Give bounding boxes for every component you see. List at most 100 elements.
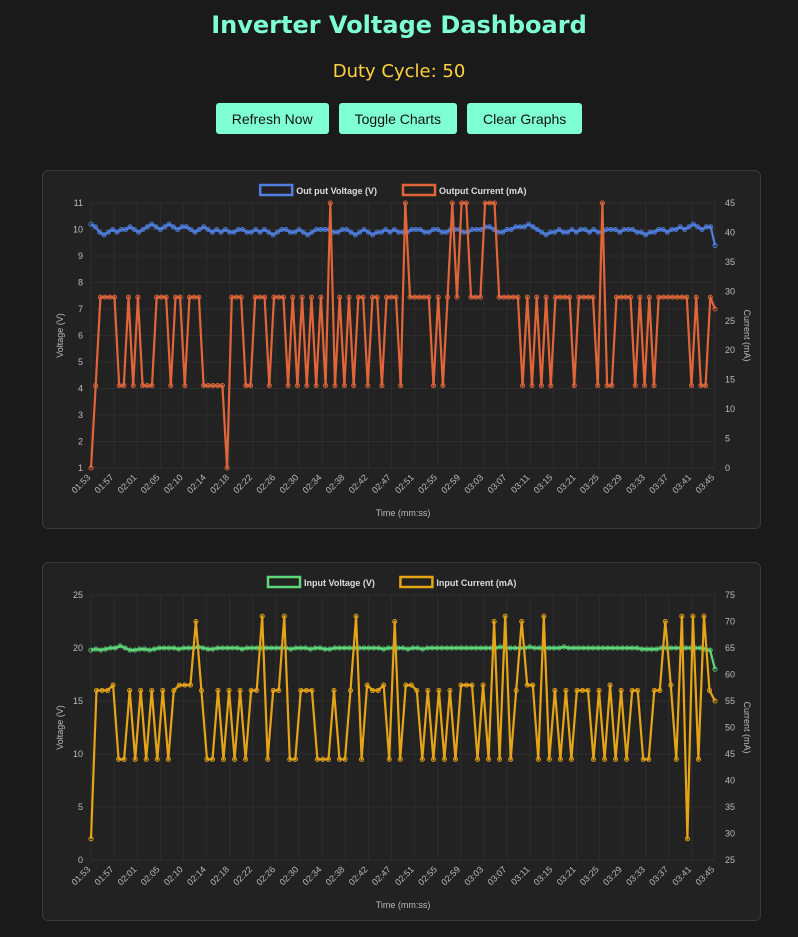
data-point — [156, 645, 162, 651]
data-point — [563, 687, 569, 693]
data-point — [380, 646, 387, 652]
data-point — [322, 646, 328, 652]
data-point — [318, 294, 324, 300]
data-point — [142, 646, 148, 652]
data-point — [149, 221, 155, 227]
data-point — [609, 383, 615, 389]
data-point — [400, 645, 406, 651]
data-point — [520, 383, 526, 389]
data-point — [556, 645, 562, 651]
x-tick-label: 02:26 — [254, 864, 277, 887]
data-point — [614, 645, 621, 651]
data-point — [177, 294, 183, 300]
data-point — [530, 682, 536, 688]
x-tick-label: 02:55 — [416, 864, 439, 887]
data-point — [215, 383, 221, 389]
x-tick-label: 02:01 — [116, 472, 139, 495]
data-point — [684, 294, 690, 300]
data-point — [224, 465, 230, 471]
data-point — [355, 294, 361, 300]
data-point — [524, 682, 530, 688]
data-point — [240, 226, 246, 233]
data-point — [478, 645, 484, 651]
data-point — [88, 836, 94, 842]
series-line — [90, 223, 717, 246]
data-point — [524, 294, 530, 300]
data-point — [365, 229, 371, 235]
data-point — [712, 666, 718, 672]
data-point — [317, 645, 323, 651]
data-point — [280, 294, 286, 300]
x-tick-label: 02:51 — [393, 864, 416, 887]
data-point — [281, 613, 287, 619]
data-point — [646, 294, 652, 300]
data-point — [632, 383, 638, 389]
data-point — [243, 756, 249, 762]
data-point — [112, 645, 118, 651]
data-point — [114, 229, 120, 235]
data-point — [646, 756, 652, 762]
x-tick-label: 03:07 — [485, 472, 508, 495]
x-tick-label: 03:33 — [624, 864, 647, 887]
data-point — [296, 226, 302, 233]
data-point — [136, 229, 142, 235]
data-point — [436, 687, 442, 693]
data-point — [233, 294, 239, 300]
data-point — [391, 226, 397, 233]
data-point — [477, 294, 483, 300]
data-point — [463, 200, 469, 206]
data-point — [200, 645, 206, 651]
data-point — [335, 229, 341, 235]
x-tick-label: 03:45 — [693, 864, 716, 887]
data-point — [673, 226, 679, 233]
data-point — [651, 229, 657, 235]
x-tick-label: 02:38 — [324, 472, 347, 495]
data-point — [568, 756, 574, 762]
data-point — [93, 687, 100, 693]
data-point — [417, 226, 423, 233]
data-point — [634, 645, 640, 651]
data-point — [132, 756, 138, 762]
data-point — [254, 687, 260, 693]
data-point — [153, 224, 159, 230]
y2-tick-label: 0 — [725, 463, 730, 473]
clear-graphs-button[interactable]: Clear Graphs — [467, 103, 583, 134]
data-point — [408, 682, 414, 688]
series-line — [89, 201, 717, 470]
duty-cycle-readout: Duty Cycle: 50 — [332, 61, 466, 82]
data-point — [257, 294, 263, 300]
data-point — [205, 646, 211, 652]
data-point — [298, 687, 304, 693]
data-point — [385, 645, 391, 651]
data-point — [88, 465, 94, 471]
data-point — [651, 383, 657, 389]
data-point — [698, 383, 704, 389]
x-axis-title: Time (mm:ss) — [376, 900, 431, 910]
data-point — [699, 226, 705, 233]
data-point — [304, 383, 310, 389]
refresh-now-button[interactable]: Refresh Now — [215, 103, 329, 134]
y2-tick-label: 45 — [725, 198, 735, 208]
data-point — [309, 687, 315, 693]
data-point — [353, 613, 359, 619]
data-point — [201, 383, 207, 389]
data-point — [566, 645, 572, 651]
data-point — [238, 294, 244, 300]
data-point — [600, 645, 606, 651]
data-point — [398, 383, 404, 389]
data-point — [170, 224, 176, 230]
toggle-charts-button[interactable]: Toggle Charts — [338, 103, 458, 134]
data-point — [688, 383, 695, 389]
y2-tick-label: 20 — [725, 345, 735, 355]
data-point — [140, 226, 146, 233]
x-tick-label: 03:21 — [555, 472, 578, 495]
data-point — [160, 687, 166, 693]
output-chart-card: 1 2 3 4 5 6 7 8 9 10 11 0 5 10 15 20 25 30 35 40 45 01:53 01:5… — [42, 170, 761, 529]
data-point — [435, 226, 441, 233]
data-point — [447, 687, 453, 693]
data-point — [574, 687, 580, 693]
data-point — [163, 294, 169, 300]
data-point — [97, 229, 103, 235]
data-point — [519, 618, 525, 625]
